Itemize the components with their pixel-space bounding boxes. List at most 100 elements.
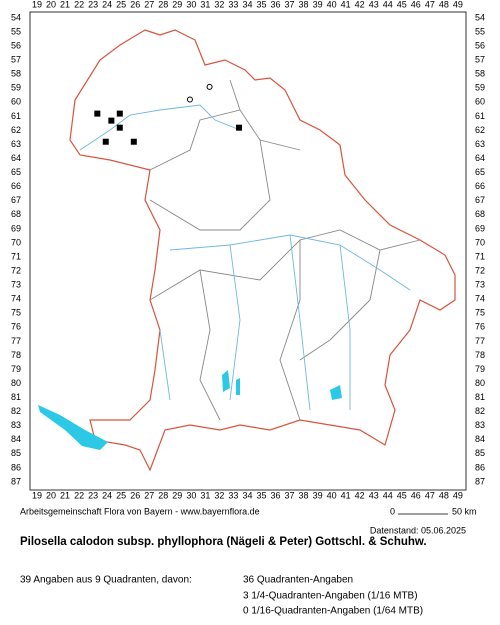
y-grid-label: 84 bbox=[11, 434, 21, 444]
x-grid-label: 41 bbox=[341, 0, 351, 9]
x-grid-label: 43 bbox=[369, 490, 379, 500]
x-grid-label: 24 bbox=[102, 0, 112, 9]
count-line: 36 Quadranten-Angaben bbox=[243, 575, 353, 586]
x-grid-label: 30 bbox=[186, 0, 196, 9]
x-grid-label: 23 bbox=[88, 0, 98, 9]
x-grid-label: 32 bbox=[214, 0, 224, 9]
x-grid-label: 33 bbox=[228, 0, 238, 9]
x-grid-label: 48 bbox=[439, 0, 449, 9]
x-grid-label: 37 bbox=[285, 0, 295, 9]
y-grid-label: 72 bbox=[475, 265, 485, 275]
y-grid-label: 54 bbox=[11, 12, 21, 22]
y-grid-label: 82 bbox=[11, 406, 21, 416]
x-grid-label: 22 bbox=[74, 490, 84, 500]
x-grid-label: 45 bbox=[397, 0, 407, 9]
lake-constance bbox=[38, 405, 108, 450]
scale-start: 0 bbox=[390, 506, 395, 516]
x-grid-label: 47 bbox=[425, 490, 435, 500]
x-grid-label: 44 bbox=[383, 0, 393, 9]
x-grid-label: 48 bbox=[439, 490, 449, 500]
y-grid-label: 87 bbox=[475, 476, 485, 486]
x-grid-label: 42 bbox=[355, 0, 365, 9]
y-grid-label: 68 bbox=[11, 209, 21, 219]
x-grid-label: 19 bbox=[32, 490, 42, 500]
y-grid-label: 65 bbox=[475, 167, 485, 177]
y-grid-label: 55 bbox=[475, 26, 485, 36]
y-grid-label: 72 bbox=[11, 265, 21, 275]
x-grid-label: 19 bbox=[32, 0, 42, 9]
y-grid-label: 85 bbox=[11, 448, 21, 458]
y-grid-label: 81 bbox=[11, 392, 21, 402]
y-grid-label: 61 bbox=[11, 111, 21, 121]
occurrence-circle bbox=[186, 96, 193, 103]
y-grid-label: 66 bbox=[11, 181, 21, 191]
y-grid-label: 84 bbox=[475, 434, 485, 444]
y-grid-label: 81 bbox=[475, 392, 485, 402]
y-grid-label: 76 bbox=[475, 322, 485, 332]
lakes bbox=[222, 370, 342, 400]
y-grid-label: 64 bbox=[11, 153, 21, 163]
y-grid-label: 69 bbox=[11, 223, 21, 233]
y-grid-label: 57 bbox=[11, 55, 21, 65]
scale-end: 50 km bbox=[452, 506, 477, 516]
count-line: 3 1/4-Quadranten-Angaben (1/16 MTB) bbox=[243, 591, 418, 602]
x-grid-label: 27 bbox=[144, 490, 154, 500]
y-grid-label: 80 bbox=[11, 378, 21, 388]
y-grid-label: 56 bbox=[475, 40, 485, 50]
y-grid-label: 60 bbox=[475, 97, 485, 107]
y-grid-label: 60 bbox=[11, 97, 21, 107]
x-grid-label: 20 bbox=[46, 490, 56, 500]
x-grid-label: 31 bbox=[200, 0, 210, 9]
x-grid-label: 38 bbox=[299, 490, 309, 500]
bavaria-border bbox=[69, 29, 456, 472]
x-grid-label: 21 bbox=[60, 0, 70, 9]
x-grid-label: 29 bbox=[172, 0, 182, 9]
y-grid-label: 69 bbox=[475, 223, 485, 233]
x-grid-label: 20 bbox=[46, 0, 56, 9]
x-grid-label: 47 bbox=[425, 0, 435, 9]
summary: 39 Angaben aus 9 Quadranten, davon: bbox=[20, 575, 192, 586]
x-grid-label: 26 bbox=[130, 490, 140, 500]
y-grid-label: 67 bbox=[11, 195, 21, 205]
x-grid-label: 33 bbox=[228, 490, 238, 500]
y-grid-label: 71 bbox=[475, 251, 485, 261]
x-grid-label: 36 bbox=[271, 0, 281, 9]
y-grid-label: 74 bbox=[475, 294, 485, 304]
x-grid-label: 25 bbox=[116, 0, 126, 9]
y-grid-label: 54 bbox=[475, 12, 485, 22]
x-grid-label: 22 bbox=[74, 0, 84, 9]
x-grid-label: 35 bbox=[256, 490, 266, 500]
y-grid-label: 65 bbox=[11, 167, 21, 177]
x-grid-label: 49 bbox=[453, 0, 463, 9]
y-grid-label: 78 bbox=[11, 350, 21, 360]
y-grid-label: 59 bbox=[475, 83, 485, 93]
x-grid-label: 40 bbox=[327, 0, 337, 9]
x-grid-label: 36 bbox=[271, 490, 281, 500]
y-grid-label: 71 bbox=[11, 251, 21, 261]
x-grid-label: 24 bbox=[102, 490, 112, 500]
y-grid-label: 63 bbox=[11, 139, 21, 149]
y-grid-label: 73 bbox=[11, 280, 21, 290]
occurrence-square bbox=[102, 138, 109, 145]
x-grid-label: 32 bbox=[214, 490, 224, 500]
x-grid-label: 41 bbox=[341, 490, 351, 500]
y-grid-label: 79 bbox=[11, 364, 21, 374]
y-grid-label: 80 bbox=[475, 378, 485, 388]
y-grid-label: 56 bbox=[11, 40, 21, 50]
x-grid-label: 42 bbox=[355, 490, 365, 500]
count-line: 0 1/16-Quadranten-Angaben (1/64 MTB) bbox=[243, 606, 423, 617]
x-grid-label: 30 bbox=[186, 490, 196, 500]
y-grid-label: 87 bbox=[11, 476, 21, 486]
x-grid-label: 43 bbox=[369, 0, 379, 9]
y-grid-label: 83 bbox=[11, 420, 21, 430]
x-grid-label: 38 bbox=[299, 0, 309, 9]
x-grid-label: 28 bbox=[158, 0, 168, 9]
y-grid-label: 62 bbox=[475, 125, 485, 135]
y-grid-label: 76 bbox=[11, 322, 21, 332]
map-frame bbox=[29, 11, 467, 491]
x-grid-label: 21 bbox=[60, 490, 70, 500]
y-grid-label: 67 bbox=[475, 195, 485, 205]
x-grid-label: 34 bbox=[242, 490, 252, 500]
y-grid-label: 57 bbox=[475, 55, 485, 65]
